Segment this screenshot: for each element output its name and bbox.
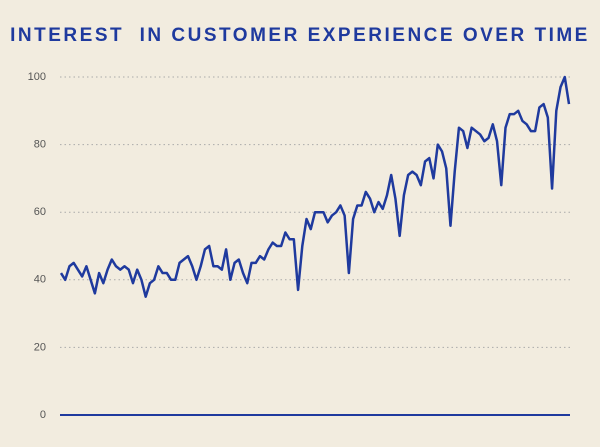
y-tick-label: 80 [34, 139, 46, 151]
chart-title: INTEREST IN CUSTOMER EXPERIENCE OVER TIM… [10, 25, 590, 46]
data-line [59, 75, 571, 298]
y-tick-label: 60 [34, 206, 46, 218]
y-tick-label: 20 [34, 341, 46, 353]
y-tick-label: 40 [34, 274, 46, 286]
y-tick-label: 0 [40, 409, 46, 421]
y-tick-label: 100 [28, 71, 46, 83]
